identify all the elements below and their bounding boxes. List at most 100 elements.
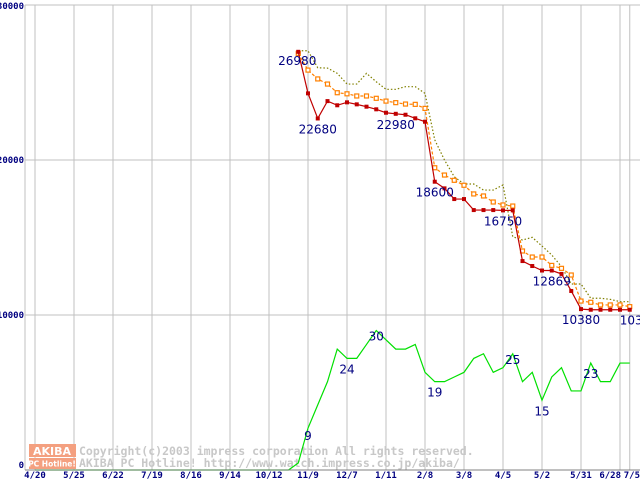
x-tick-label: 5/2 [534, 471, 550, 480]
average-price-point [402, 101, 409, 107]
min-price-point [296, 49, 301, 54]
average-price-point [588, 299, 594, 305]
min-price-point [315, 116, 320, 121]
average-price-point [510, 203, 516, 209]
min-price-point [569, 288, 574, 293]
data-label: 24 [339, 362, 354, 376]
x-tick-label: 6/22 [102, 471, 124, 480]
min-price-point [588, 307, 593, 312]
data-label: 10380 [562, 313, 600, 327]
average-price-point [490, 199, 496, 205]
average-price-point [529, 254, 535, 260]
logo-bottom-box [29, 458, 76, 469]
x-tick-label: 1/11 [375, 471, 397, 480]
average-price-point [324, 81, 331, 87]
data-label: 16750 [484, 214, 522, 228]
average-price-point [432, 165, 438, 171]
x-tick-label: 4/5 [495, 471, 511, 480]
min-price-point [549, 268, 554, 273]
site-url-text: AKIBA PC Hotline! http://www.watch.impre… [79, 456, 460, 470]
min-price-point [325, 99, 330, 104]
data-label: 19 [427, 386, 442, 400]
min-price-point [374, 107, 379, 112]
min-price-point [442, 186, 447, 191]
min-price-point [471, 208, 476, 213]
average-price-point [305, 67, 311, 73]
min-price-point [364, 104, 369, 109]
average-price-point [422, 105, 428, 111]
data-label: 30 [369, 330, 384, 344]
x-tick-label: 8/16 [180, 471, 202, 480]
y-tick-label: 20000 [0, 156, 24, 166]
min-price-point [413, 116, 418, 121]
y-tick-label: 10000 [0, 311, 24, 321]
average-price-point [549, 262, 555, 268]
average-price-point [363, 93, 370, 99]
average-price-point [461, 182, 467, 188]
data-label: 15 [534, 404, 549, 418]
data-label: 10340 [620, 314, 640, 328]
min-price-point [598, 307, 603, 312]
data-label: 25 [505, 353, 520, 367]
x-tick-label: 3/8 [456, 471, 472, 480]
min-price-point [452, 197, 457, 202]
min-price-point [462, 197, 466, 202]
average-price-point [607, 302, 613, 308]
x-tick-label: 2/8 [417, 471, 433, 480]
average-price-point [441, 172, 448, 178]
average-price-point [334, 90, 340, 96]
data-label: 22680 [299, 122, 337, 136]
min-price-point [520, 259, 525, 264]
x-tick-label: 5/25 [63, 471, 85, 480]
min-price-point [335, 103, 340, 108]
logo-top-box [29, 444, 76, 457]
average-price-point [451, 177, 457, 183]
min-price-point [306, 91, 310, 96]
average-price-point [578, 298, 584, 304]
average-price-point [539, 254, 545, 260]
min-price-point [432, 179, 437, 184]
x-tick-label: 9/14 [219, 471, 241, 480]
min-price-point [384, 110, 388, 115]
min-price-point [627, 307, 632, 312]
min-price-point [403, 112, 408, 117]
average-price-point [597, 302, 604, 308]
x-tick-label: 7/5 [624, 471, 640, 480]
logo-bottom-text: PC Hotline! [28, 460, 76, 469]
min-price-point [423, 119, 427, 124]
x-tick-label: 11/9 [297, 471, 319, 480]
min-price-point [393, 111, 398, 116]
y-tick-label: 0 [19, 461, 24, 471]
min-price-point [345, 100, 349, 105]
average-price-point [617, 302, 623, 308]
labels-layer: 26980 22680 22980 18600 16750 12869 10380 10340… [278, 54, 640, 443]
min-price-point [608, 307, 613, 312]
average-price-point [558, 265, 565, 271]
average-price-point [471, 191, 477, 197]
x-tick-label: 10/12 [255, 471, 282, 480]
average-price-point [500, 202, 506, 208]
x-tick-label: 7/19 [141, 471, 163, 480]
x-tick-label: 4/20 [24, 471, 46, 480]
min-price-point [510, 208, 515, 213]
min-price-point [579, 307, 583, 312]
data-label: 22980 [377, 118, 415, 132]
copyright-text: Copyright(c)2003 impress corporation All… [79, 444, 474, 458]
average-price-point [480, 193, 487, 199]
data-label: 23 [583, 367, 598, 381]
min-price-point [618, 307, 622, 312]
average-price-point [344, 91, 350, 97]
average-price-point [383, 98, 389, 104]
min-price-point [481, 208, 486, 213]
grid [25, 4, 640, 470]
min-price-point [501, 208, 505, 213]
data-label: 12869 [533, 275, 571, 289]
min-price-point [491, 208, 496, 213]
average-price-point [393, 100, 399, 106]
data-label: 18600 [416, 186, 454, 200]
average-price-point [568, 272, 574, 278]
min-price-point [559, 271, 564, 276]
average-price-point [315, 76, 321, 82]
